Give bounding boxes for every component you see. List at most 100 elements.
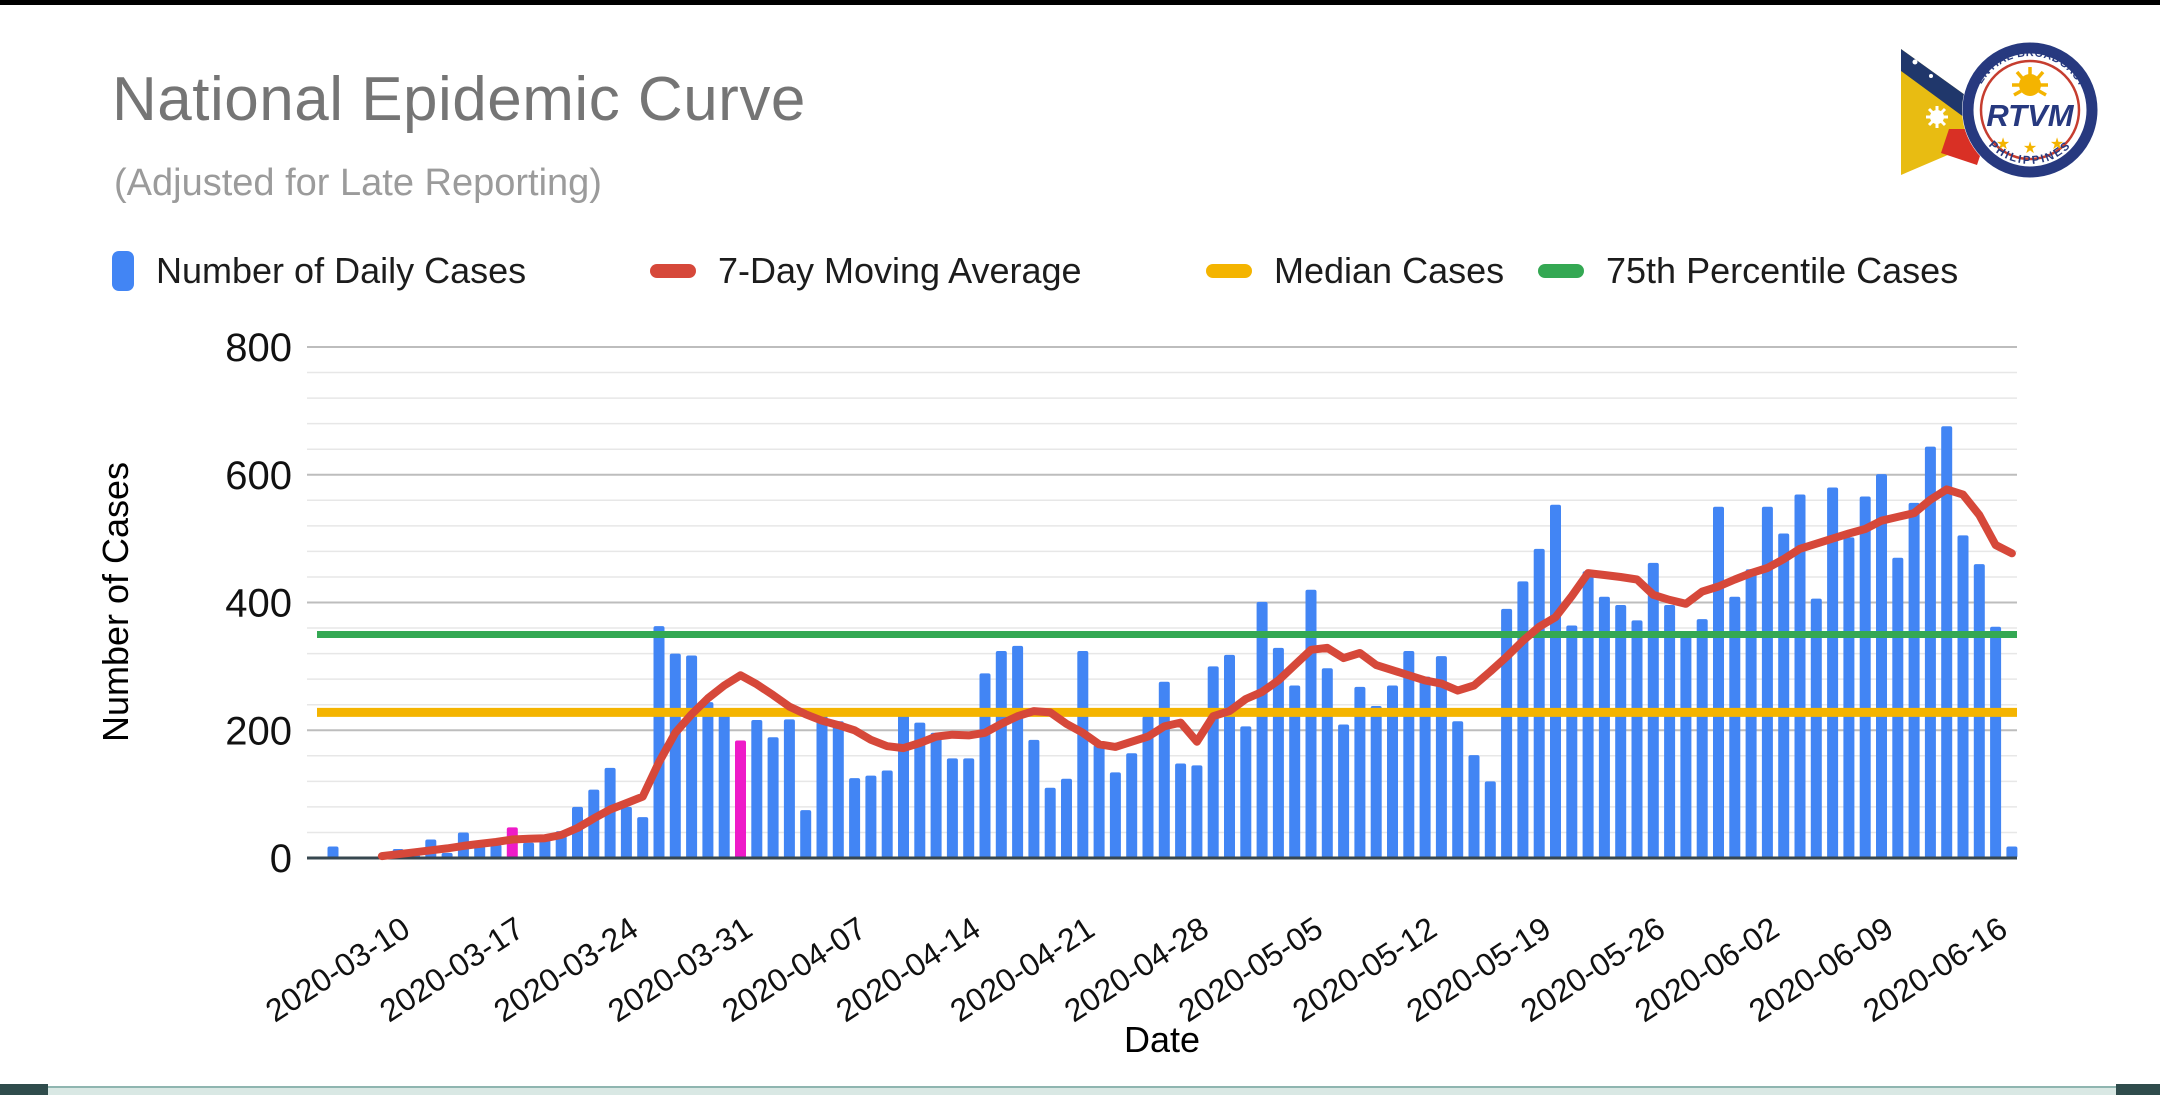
bar (1924, 446, 1936, 858)
bar (1598, 596, 1610, 858)
bar-series-marker-icon (112, 251, 134, 291)
bar (1012, 645, 1024, 858)
line-series-marker-icon (1538, 264, 1584, 278)
major-gridlines (307, 346, 2017, 732)
bar (816, 714, 828, 858)
bar (1321, 668, 1333, 858)
bar (1191, 765, 1203, 858)
bar (1419, 676, 1431, 858)
bar (1224, 654, 1235, 858)
bar (1778, 533, 1790, 858)
bottom-right-corner-block (2116, 1084, 2160, 1095)
legend-item-75th-percentile: 75th Percentile Cases (1538, 250, 1958, 292)
bar (881, 770, 893, 858)
x-axis-labels: 2020-03-102020-03-172020-03-242020-03-31… (259, 910, 2013, 1029)
bar (783, 719, 795, 858)
bar (1435, 656, 1447, 858)
bar (1305, 589, 1317, 858)
bar (1990, 626, 2002, 858)
svg-text:★: ★ (2050, 136, 2064, 153)
bar (1680, 635, 1692, 858)
bar (1843, 537, 1855, 858)
bar (1794, 494, 1806, 858)
bar (1859, 496, 1871, 858)
bar (1061, 778, 1072, 858)
bar (1566, 625, 1578, 858)
legend-item-daily-cases: Number of Daily Cases (112, 250, 526, 292)
bar (1957, 535, 1969, 858)
bar (1729, 596, 1741, 858)
bar (1044, 787, 1056, 858)
bar (2006, 846, 2018, 858)
bar (572, 806, 583, 858)
svg-text:800: 800 (225, 326, 292, 370)
bar (1550, 504, 1561, 858)
bar (588, 789, 600, 858)
bar (832, 721, 844, 858)
bar (474, 845, 486, 858)
bar (735, 740, 746, 858)
bar (1077, 651, 1089, 858)
bar (1810, 598, 1822, 858)
bars-group (327, 426, 2018, 858)
bar (1615, 605, 1627, 858)
bar (1664, 605, 1676, 858)
bar (930, 732, 942, 858)
bar (849, 778, 861, 858)
bar (1696, 619, 1708, 858)
legend-label: Median Cases (1274, 250, 1505, 291)
bar (767, 737, 779, 858)
letterbox-top-strip (0, 0, 2160, 5)
bar (1941, 426, 1953, 858)
bar (1452, 721, 1464, 858)
bar (539, 839, 551, 858)
page-subtitle: (Adjusted for Late Reporting) (114, 162, 602, 204)
bar (1533, 548, 1545, 858)
bar (1126, 753, 1138, 858)
bar (1272, 647, 1284, 858)
bar (1338, 724, 1350, 858)
bar (1142, 716, 1154, 858)
bar (637, 817, 649, 858)
bar (1908, 502, 1920, 858)
svg-text:400: 400 (225, 582, 292, 626)
bar (979, 673, 991, 858)
x-axis-title: Date (1124, 1019, 1200, 1060)
slide-bottom-accent-strip (0, 1086, 2160, 1095)
y-axis-labels: 0 200 400 600 800 (225, 326, 292, 881)
svg-text:200: 200 (225, 709, 292, 753)
bar (1354, 686, 1366, 858)
bar (1468, 755, 1480, 858)
sun-icon (2019, 74, 2041, 96)
bar (946, 758, 958, 858)
bar (995, 651, 1007, 858)
bar (1761, 506, 1773, 858)
line-series-marker-icon (650, 264, 696, 278)
ma7-line (377, 485, 2016, 861)
bar (653, 626, 665, 858)
bar (1207, 666, 1219, 858)
bar (523, 842, 535, 858)
bottom-left-corner-block (0, 1084, 48, 1095)
bar (914, 722, 926, 858)
legend-label: 7-Day Moving Average (718, 250, 1082, 291)
bar (898, 715, 909, 858)
bar (1517, 581, 1529, 858)
bar (1827, 487, 1839, 858)
three-stars-icon: ★ ★ ★ (1996, 136, 2064, 157)
bar (490, 844, 502, 858)
bar (1403, 651, 1415, 858)
svg-text:0: 0 (270, 837, 292, 881)
logo-wordmark: RTVM (1986, 98, 2074, 133)
bar (1370, 705, 1382, 858)
legend-item-moving-average: 7-Day Moving Average (650, 250, 1082, 292)
svg-text:★: ★ (1996, 136, 2010, 153)
bar (669, 653, 681, 858)
bar (702, 702, 714, 858)
rtvm-logo: PRESIDENTIAL BROADCAST STAFF PHILIPPINES… (1893, 33, 2098, 178)
legend-label: Number of Daily Cases (156, 250, 527, 291)
bar (865, 775, 877, 858)
legend-item-median: Median Cases (1206, 250, 1504, 292)
bar (1028, 739, 1040, 858)
